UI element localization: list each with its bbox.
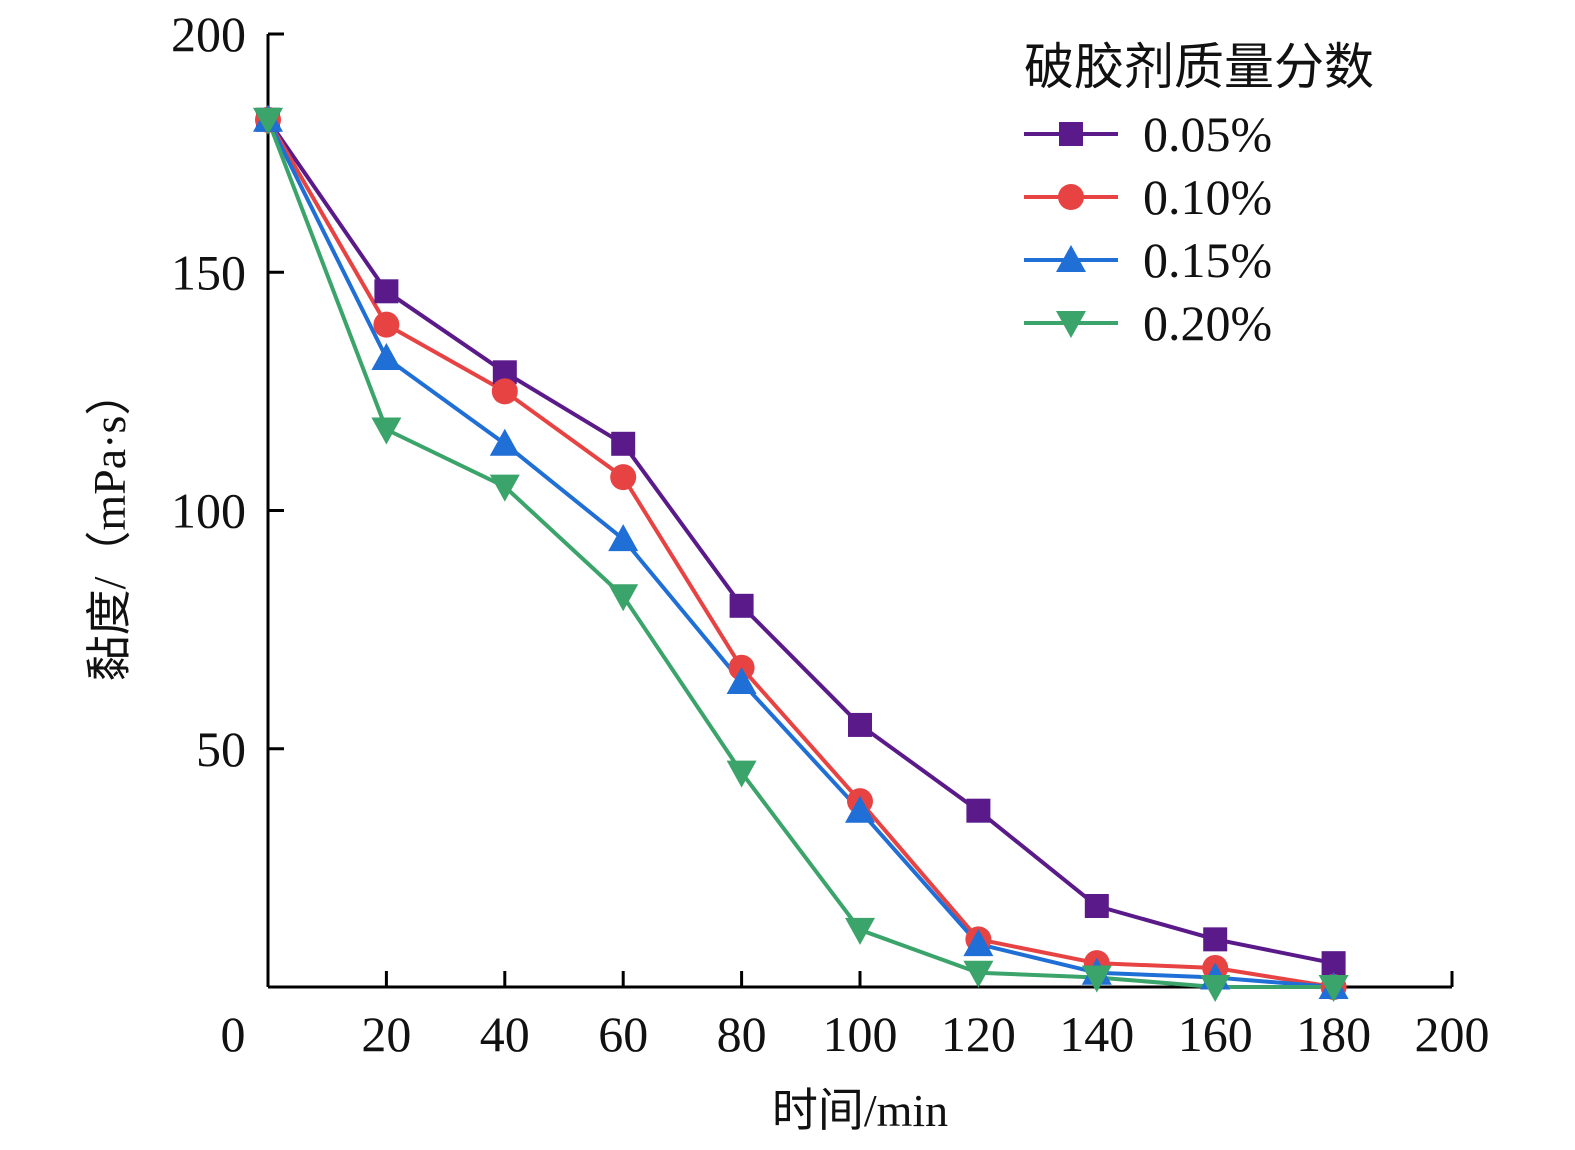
data-point-series-1: [1084, 893, 1109, 918]
y-tick-label: 50: [196, 721, 246, 777]
data-point-series-4: [1200, 975, 1231, 1002]
legend-label: 0.20%: [1143, 295, 1272, 351]
y-tick-label: 200: [171, 6, 246, 62]
data-point-series-3: [489, 428, 520, 456]
series-line-3: [266, 118, 1334, 989]
legend-marker: [1059, 122, 1083, 146]
data-point-series-1: [966, 798, 991, 823]
legend-label: 0.05%: [1143, 106, 1272, 162]
data-point-series-4: [253, 107, 283, 135]
legend-title: 破胶剂质量分数: [1024, 39, 1374, 95]
series-markers: [253, 104, 1349, 1002]
data-point-series-2: [491, 378, 518, 405]
x-tick-label: 0: [221, 1006, 246, 1062]
x-tick-label: 200: [1415, 1006, 1490, 1062]
data-point-series-3: [608, 524, 639, 552]
series-line-1: [266, 118, 1334, 966]
x-tick-label: 60: [598, 1006, 648, 1062]
data-point-series-3: [845, 795, 875, 823]
series-line-2: [266, 118, 1334, 989]
data-point-series-2: [610, 464, 637, 491]
legend-marker: [1056, 245, 1086, 272]
data-point-series-1: [1203, 927, 1228, 952]
y-ticks: 50 100 150 200: [171, 6, 284, 777]
data-point-series-1: [1321, 951, 1346, 976]
data-point-series-4: [963, 960, 994, 988]
data-point-series-1: [729, 593, 754, 618]
data-point-series-3: [371, 343, 402, 371]
y-axis-label: 黏度/（mPa·s）: [84, 370, 135, 682]
legend: 破胶剂质量分数 0.05% 0.10% 0.15% 0.20%: [1024, 39, 1374, 351]
data-point-series-4: [726, 760, 757, 788]
x-tick-label: 140: [1059, 1006, 1134, 1062]
data-point-series-3: [963, 929, 994, 957]
data-point-series-4: [1081, 965, 1112, 993]
data-point-series-1: [611, 431, 636, 456]
series-line-4: [266, 119, 1334, 989]
data-point-series-4: [1318, 975, 1349, 1002]
data-point-series-4: [845, 917, 875, 945]
data-point-series-4: [608, 584, 639, 612]
x-tick-label: 40: [480, 1006, 530, 1062]
data-point-series-1: [374, 279, 399, 304]
axes: [266, 34, 1452, 989]
x-tick-label: 160: [1178, 1006, 1253, 1062]
y-tick-label: 150: [171, 244, 246, 300]
x-tick-label: 80: [717, 1006, 767, 1062]
legend-marker: [1056, 311, 1086, 338]
data-point-series-4: [371, 417, 402, 445]
data-point-series-4: [489, 474, 520, 502]
data-point-series-2: [373, 311, 400, 338]
data-point-series-1: [848, 712, 872, 737]
legend-label: 0.10%: [1143, 169, 1272, 225]
y-tick-label: 100: [171, 483, 246, 539]
series-lines: [266, 118, 1334, 989]
legend-label: 0.15%: [1143, 232, 1272, 288]
x-axis-label: 时间/min: [772, 1085, 948, 1136]
x-tick-label: 180: [1296, 1006, 1371, 1062]
x-tick-label: 20: [361, 1006, 411, 1062]
x-ticks: 0 20 40 60 80 100 120 140 160 180 200: [221, 971, 1490, 1062]
data-point-series-3: [726, 667, 757, 695]
legend-marker: [1058, 184, 1084, 210]
x-tick-label: 120: [941, 1006, 1016, 1062]
x-tick-label: 100: [823, 1006, 898, 1062]
